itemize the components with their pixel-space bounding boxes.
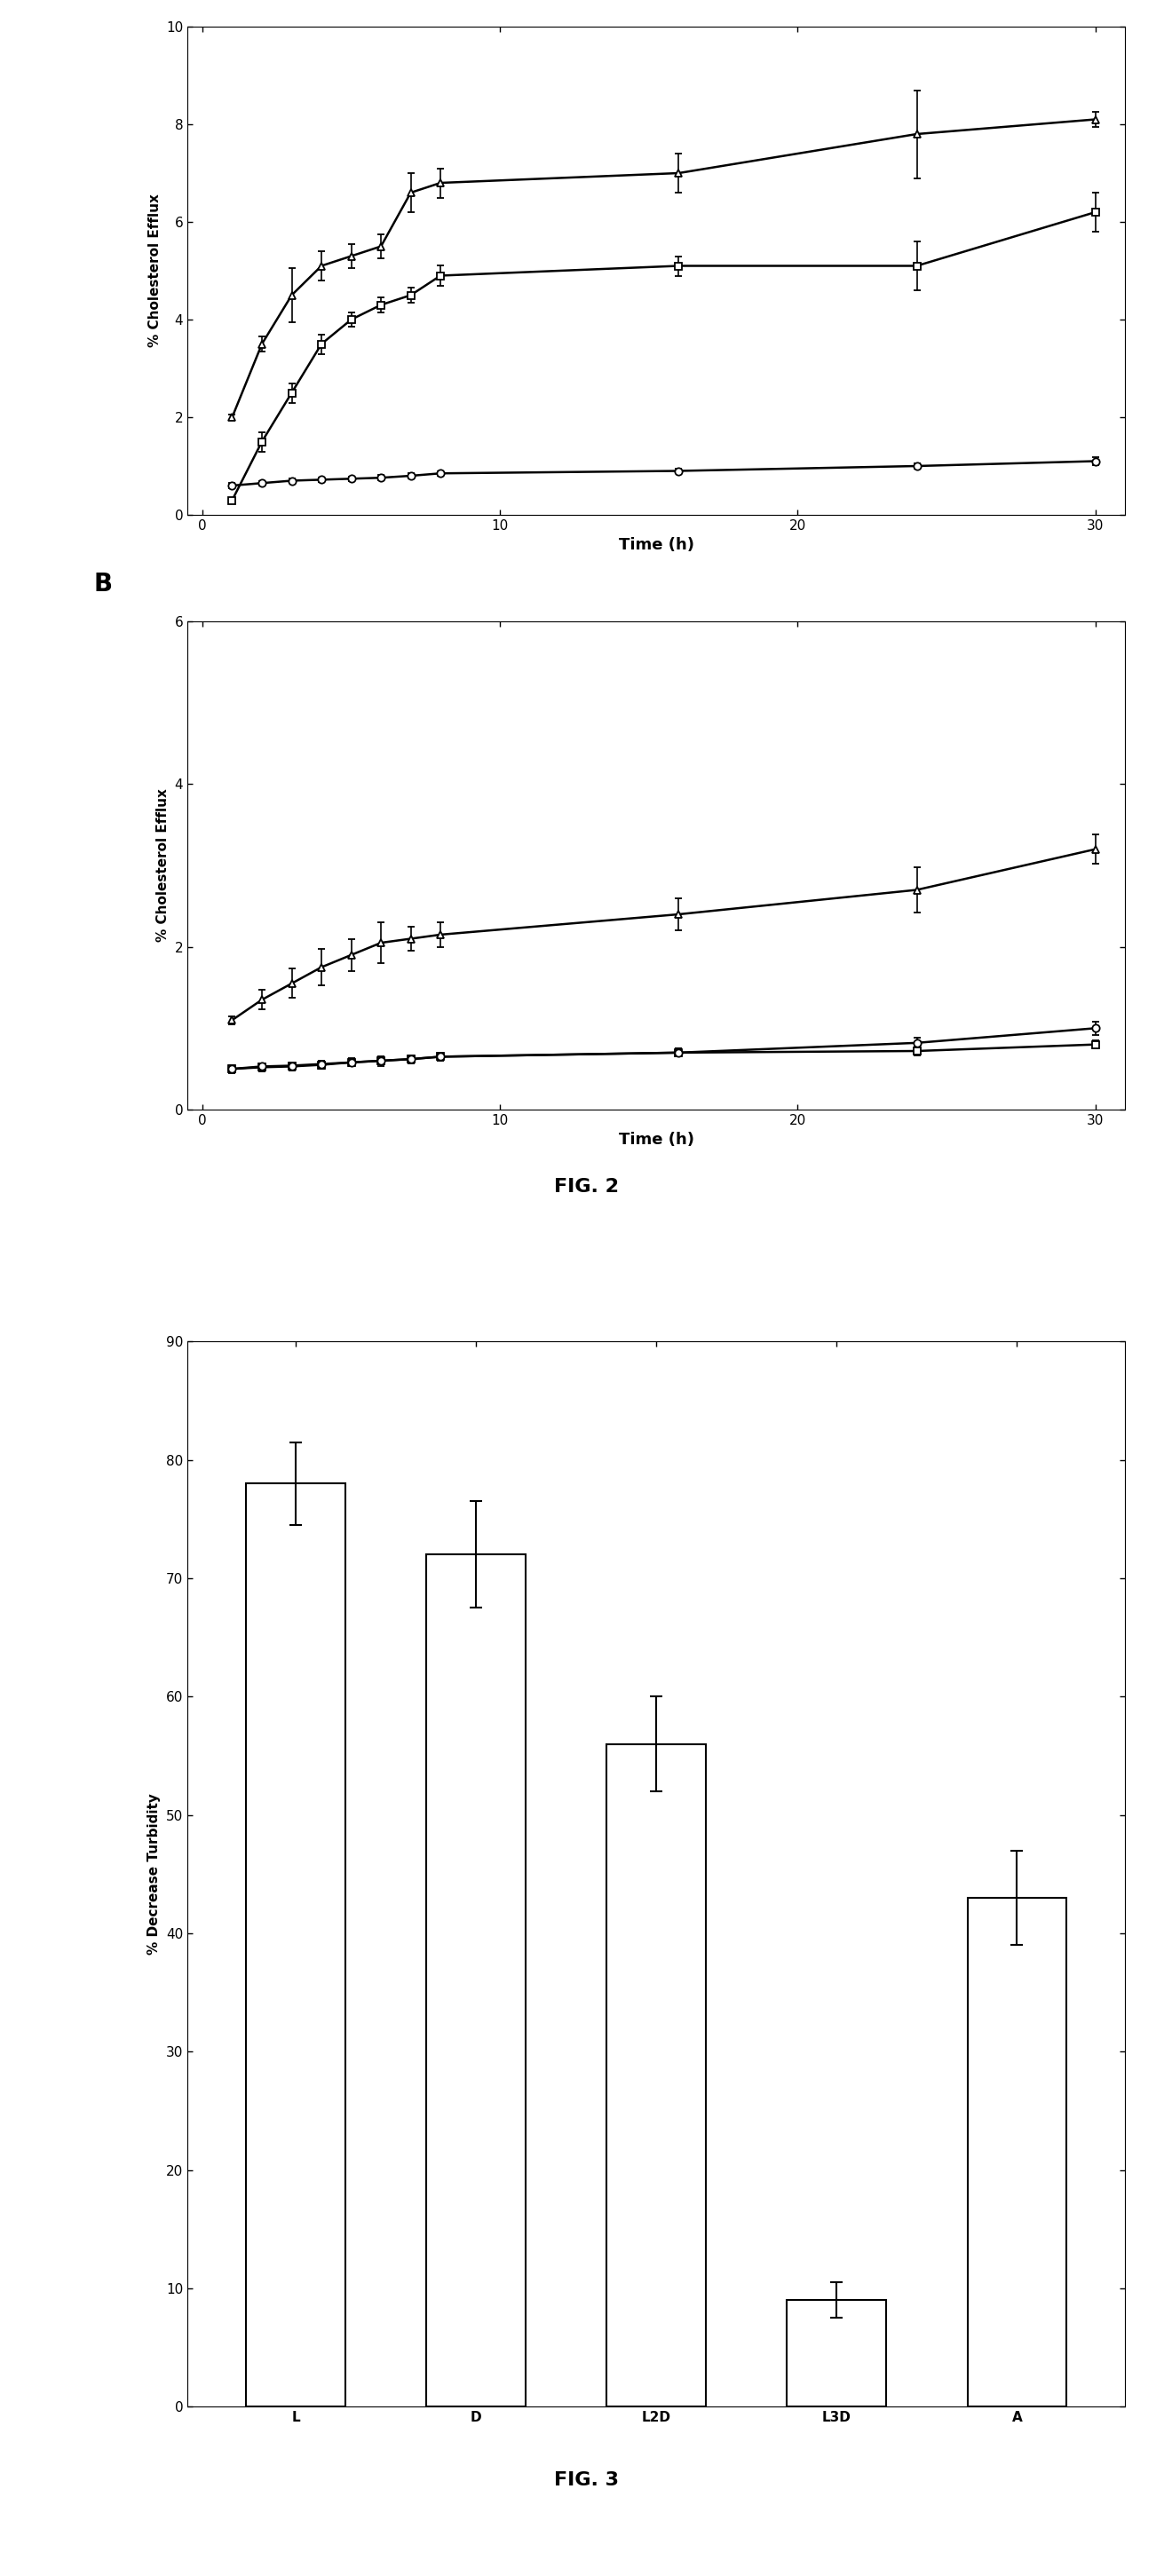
- Text: FIG. 3: FIG. 3: [553, 2470, 619, 2488]
- Bar: [246, 1484, 346, 2406]
- Bar: [607, 1744, 706, 2406]
- X-axis label: Time (h): Time (h): [619, 1131, 694, 1149]
- Y-axis label: % Decrease Turbidity: % Decrease Turbidity: [148, 1793, 161, 1955]
- Bar: [427, 1553, 525, 2406]
- Y-axis label: % Cholesterol Efflux: % Cholesterol Efflux: [148, 193, 162, 348]
- Text: B: B: [94, 572, 113, 598]
- Text: FIG. 2: FIG. 2: [553, 1177, 619, 1195]
- Y-axis label: % Cholesterol Efflux: % Cholesterol Efflux: [156, 788, 170, 943]
- Bar: [788, 2300, 886, 2406]
- X-axis label: Time (h): Time (h): [619, 538, 694, 554]
- Bar: [967, 1899, 1067, 2406]
